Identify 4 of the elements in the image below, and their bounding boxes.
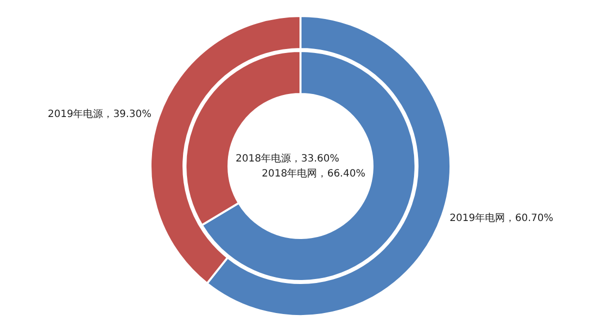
data-label: 2019年电源，39.30% [48,108,152,120]
data-label: 2018年电源，33.60% [236,152,340,165]
data-label: 2019年电网，60.70% [450,212,554,224]
data-label: 2018年电网，66.40% [262,167,366,180]
